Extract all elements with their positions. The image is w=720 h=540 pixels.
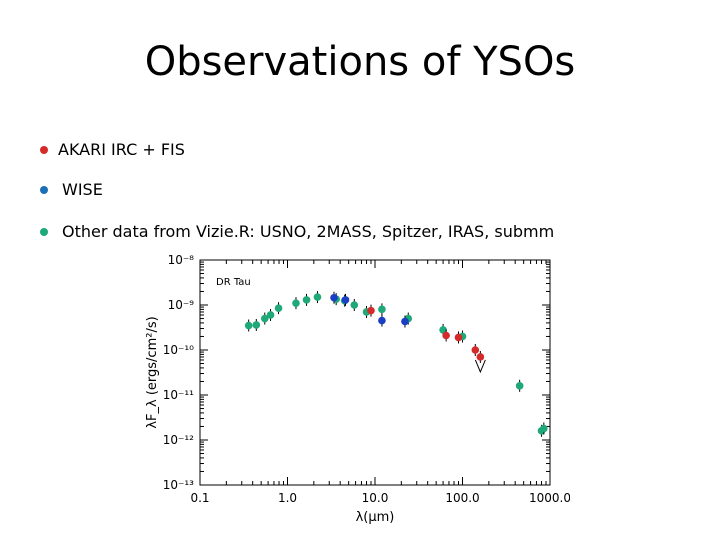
x-tick-label: 10.0 xyxy=(362,491,389,505)
data-point-other xyxy=(350,301,359,309)
data-point-wise xyxy=(401,317,409,326)
data-point-akari xyxy=(476,353,485,361)
data-point-other xyxy=(266,311,275,319)
x-tick-label: 1000.0 xyxy=(529,491,570,505)
upper-limit-arrow xyxy=(474,359,486,374)
data-point-other xyxy=(252,321,261,329)
y-tick-label: 10⁻¹³ xyxy=(163,478,194,492)
plot-frame xyxy=(199,259,551,486)
y-tick-label: 10⁻¹² xyxy=(163,433,194,447)
bullet-dot-icon xyxy=(40,146,48,154)
chart-title: DR Tau xyxy=(216,277,251,288)
data-point-wise xyxy=(341,296,350,304)
x-axis-label: λ(μm) xyxy=(356,510,395,525)
data-point-akari xyxy=(454,333,463,342)
data-point-other xyxy=(313,293,322,301)
data-point-akari xyxy=(367,306,375,315)
x-tick-label: 1.0 xyxy=(278,491,297,505)
data-point-other xyxy=(439,326,447,334)
data-point-other xyxy=(540,424,548,433)
y-axis-label: λF_λ (ergs/cm²/s) xyxy=(145,316,160,428)
axis-tick-labels: 0.1 1.0 10.0 100.0 1000.0 10⁻¹³ 10⁻¹² 10⁻¹¹ 10⁻¹… xyxy=(163,253,570,505)
data-point-other xyxy=(378,305,386,314)
data-point-other xyxy=(260,314,269,323)
slide-title: Observations of YSOs xyxy=(144,39,576,85)
data-point-other xyxy=(274,304,283,312)
sed-chart: 0.1 1.0 10.0 100.0 1000.0 10⁻¹³ 10⁻¹² 10⁻¹¹ 10⁻¹… xyxy=(145,253,570,525)
data-point-akari xyxy=(442,331,450,340)
y-tick-label: 10⁻⁸ xyxy=(168,253,195,267)
data-point-akari xyxy=(471,346,480,354)
y-tick-label: 10⁻¹¹ xyxy=(163,388,194,402)
x-tick-label: 100.0 xyxy=(445,491,479,505)
data-points xyxy=(244,291,548,437)
y-tick-label: 10⁻⁹ xyxy=(168,298,195,312)
bullet-text: Other data from Vizie.R: USNO, 2MASS, Sp… xyxy=(62,222,555,241)
x-tick-label: 0.1 xyxy=(190,491,209,505)
axis-ticks xyxy=(199,259,551,486)
data-point-other xyxy=(302,296,311,304)
bullet-dot-icon xyxy=(40,228,48,236)
y-tick-label: 10⁻¹⁰ xyxy=(163,343,194,357)
data-point-other xyxy=(292,299,300,307)
bullet-text: AKARI IRC + FIS xyxy=(58,140,185,159)
data-point-wise xyxy=(330,293,338,302)
bullet-dot-icon xyxy=(40,186,48,194)
bullet-text: WISE xyxy=(62,180,103,199)
data-point-other xyxy=(515,382,524,390)
data-point-other xyxy=(244,321,253,330)
data-point-wise xyxy=(378,316,386,325)
